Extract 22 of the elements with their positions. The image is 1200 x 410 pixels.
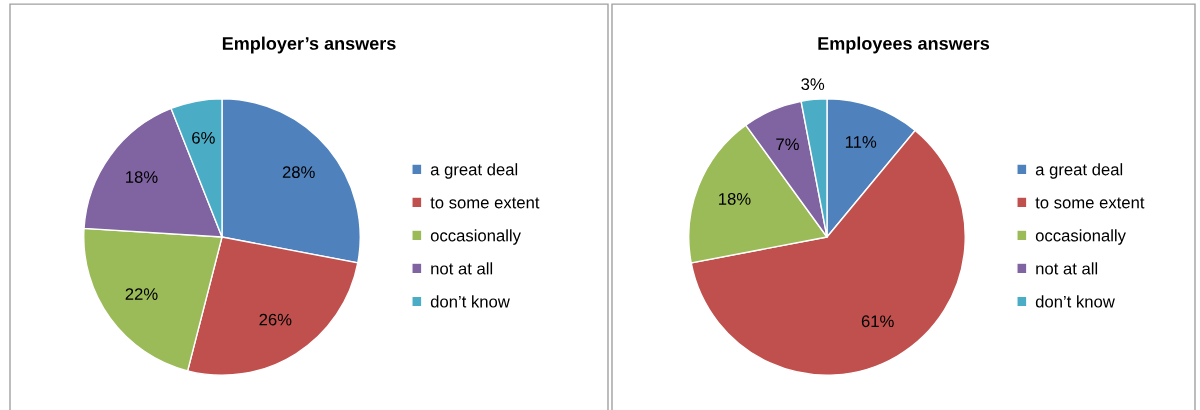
data-label: 26% [259, 313, 292, 326]
chart-title: Employer’s answers [222, 36, 396, 54]
legend-label: to some extent [430, 197, 540, 209]
legend-label: occasionally [430, 229, 521, 245]
legend-label: not at all [1036, 262, 1098, 275]
legend-label: to some extent [1035, 197, 1145, 209]
legend-label: a great deal [1035, 163, 1123, 179]
legend-label: don’t know [430, 295, 510, 308]
legend-label: occasionally [1035, 229, 1126, 245]
legend-label: not at all [431, 262, 493, 275]
data-label: 11% [845, 136, 877, 148]
data-label: 22% [125, 288, 158, 300]
data-label: 6% [192, 131, 215, 144]
data-label: 18% [719, 193, 751, 205]
data-label: 3% [801, 78, 825, 91]
data-label: 28% [282, 166, 315, 179]
data-label: 61% [861, 315, 894, 328]
legend-label: don’t know [1035, 295, 1115, 308]
data-label: 7% [776, 138, 799, 151]
chart-title: Employees answers [818, 36, 990, 54]
data-label: 18% [126, 171, 158, 183]
legend-label: a great deal [430, 163, 518, 179]
